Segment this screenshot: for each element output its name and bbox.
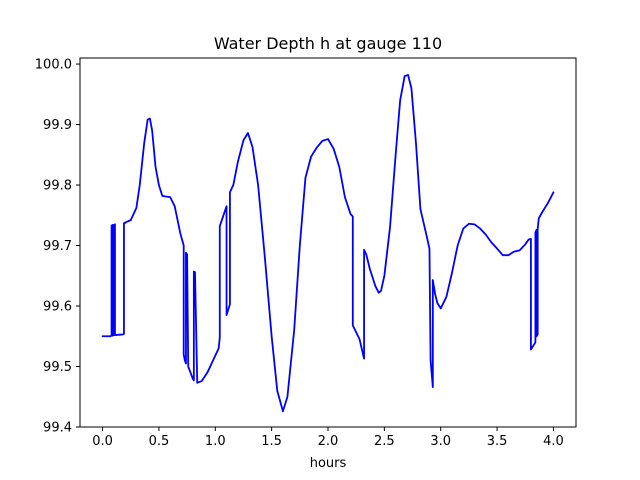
y-tick-label: 99.4 [43, 421, 72, 436]
x-tick-label: 1.0 [205, 434, 226, 449]
x-axis: 0.0 0.5 1.0 1.5 2.0 2.5 3.0 3.5 4.0 [92, 427, 564, 449]
y-axis: 99.4 99.5 99.6 99.7 99.8 99.9 100.0 [35, 58, 80, 436]
series-layer [101, 74, 555, 413]
y-tick-label: 99.8 [43, 179, 72, 194]
x-tick-label: 4.0 [543, 434, 564, 449]
x-tick-label: 3.0 [430, 434, 451, 449]
y-tick-label: 99.7 [43, 239, 72, 254]
y-tick-label: 99.9 [43, 118, 72, 133]
y-tick-label: 99.5 [43, 360, 72, 375]
x-tick-label: 2.5 [374, 434, 395, 449]
x-tick-label: 0.5 [149, 434, 170, 449]
x-tick-label: 3.5 [487, 434, 508, 449]
x-tick-label: 0.0 [92, 434, 113, 449]
y-tick-label: 100.0 [35, 58, 72, 73]
series-line-water-depth [101, 74, 555, 413]
x-tick-label: 1.5 [261, 434, 282, 449]
y-tick-label: 99.6 [43, 300, 72, 315]
x-axis-title: hours [310, 456, 347, 471]
chart-title: Water Depth h at gauge 110 [214, 34, 442, 53]
plot-area: 0.0 0.5 1.0 1.5 2.0 2.5 3.0 3.5 4.0 99.4 99.5 99.6… [35, 57, 577, 449]
x-tick-label: 2.0 [318, 434, 339, 449]
